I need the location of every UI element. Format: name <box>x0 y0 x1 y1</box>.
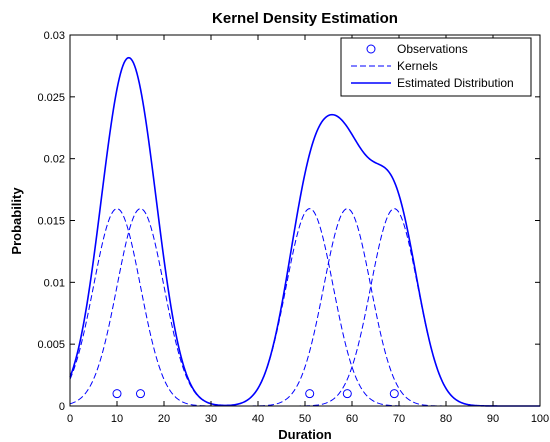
legend-label: Estimated Distribution <box>397 76 514 90</box>
observation-point <box>305 389 315 399</box>
y-tick-label: 0.025 <box>37 92 65 104</box>
kernel-curve-1 <box>69 208 540 407</box>
y-tick-label: 0.02 <box>44 154 65 166</box>
chart-title: Kernel Density Estimation <box>212 10 398 27</box>
x-tick-label: 0 <box>67 413 73 425</box>
y-axis-label: Probability <box>9 187 24 255</box>
legend-label: Kernels <box>397 59 438 73</box>
x-tick-label: 100 <box>531 413 549 425</box>
y-tick-label: 0.015 <box>37 216 65 228</box>
kernel-curve-3 <box>70 208 540 407</box>
kernel-curve-2 <box>70 208 540 407</box>
observation-point <box>342 389 352 399</box>
kernel-curve-4 <box>70 208 540 407</box>
x-tick-label: 10 <box>111 413 123 425</box>
legend: Observations Kernels Estimated Distributio… <box>340 37 532 97</box>
observation-point <box>112 389 122 399</box>
axes: 0 10 20 30 40 50 60 70 80 90 100 0 0.005 0.01 0.015 0.0… <box>37 30 549 425</box>
estimated-distribution-line <box>69 56 540 407</box>
y-tick-label: 0.005 <box>37 339 65 351</box>
x-tick-label: 90 <box>487 413 499 425</box>
legend-marker-observations <box>366 44 376 54</box>
x-tick-label: 40 <box>252 413 264 425</box>
plot-area <box>69 56 540 407</box>
legend-box <box>340 37 532 97</box>
x-tick-label: 70 <box>393 413 405 425</box>
observation-point <box>136 389 145 399</box>
y-tick-label: 0.03 <box>44 30 65 42</box>
x-tick-label: 60 <box>346 413 358 425</box>
observation-point <box>389 389 399 399</box>
x-tick-label: 80 <box>440 413 452 425</box>
y-tick-label: 0.01 <box>44 277 65 289</box>
x-tick-label: 50 <box>299 413 311 425</box>
y-tick-label: 0 <box>59 401 65 413</box>
x-axis-label: Duration <box>278 427 332 442</box>
legend-label: Observations <box>397 42 468 56</box>
kernel-curve-0 <box>69 208 540 407</box>
x-tick-label: 30 <box>205 413 217 425</box>
x-tick-label: 20 <box>158 413 170 425</box>
